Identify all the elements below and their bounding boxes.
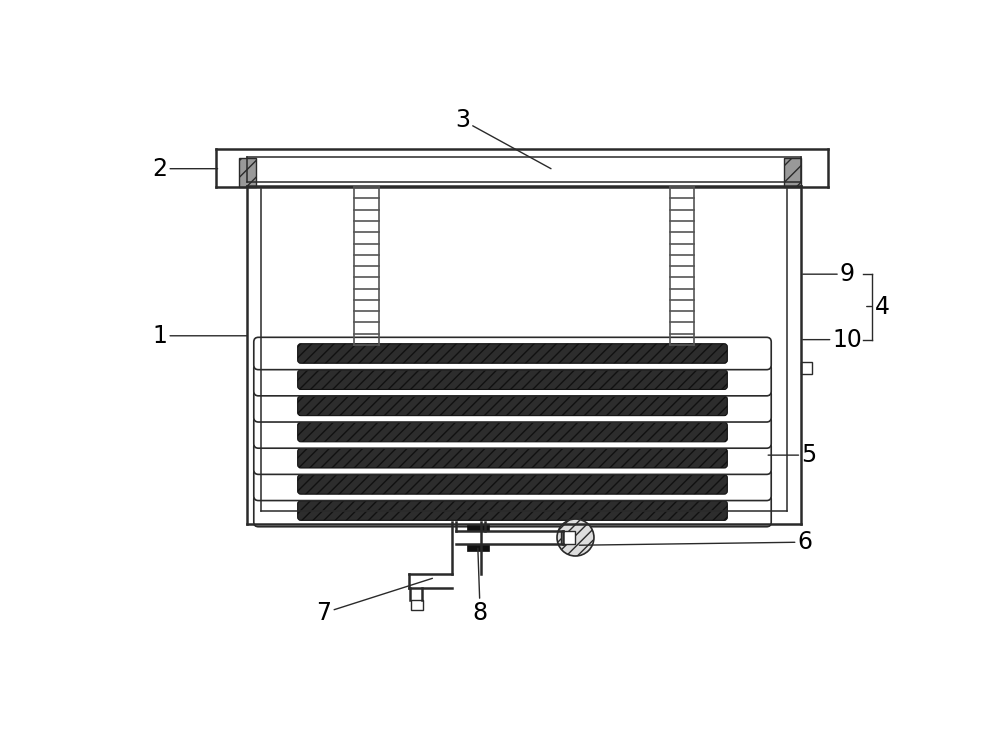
Text: 5: 5 — [768, 443, 817, 467]
Bar — [467, 523, 489, 531]
FancyBboxPatch shape — [298, 396, 727, 416]
FancyBboxPatch shape — [254, 468, 771, 501]
Text: 10: 10 — [803, 328, 862, 351]
FancyBboxPatch shape — [298, 474, 727, 494]
Bar — [561, 531, 575, 545]
Bar — [467, 545, 489, 551]
Text: 3: 3 — [455, 108, 551, 168]
Text: 2: 2 — [152, 157, 218, 181]
Text: 8: 8 — [473, 548, 488, 625]
Text: 9: 9 — [803, 262, 855, 286]
FancyBboxPatch shape — [254, 364, 771, 396]
FancyBboxPatch shape — [298, 449, 727, 468]
Text: 1: 1 — [152, 324, 247, 348]
Text: 6: 6 — [579, 530, 813, 554]
Bar — [784, 158, 801, 187]
FancyBboxPatch shape — [254, 389, 771, 422]
FancyBboxPatch shape — [298, 501, 727, 520]
FancyBboxPatch shape — [254, 494, 771, 527]
Bar — [660, 345, 704, 360]
FancyBboxPatch shape — [254, 337, 771, 370]
FancyBboxPatch shape — [254, 416, 771, 448]
Text: 4: 4 — [867, 294, 889, 318]
Circle shape — [557, 519, 594, 556]
FancyBboxPatch shape — [254, 442, 771, 474]
Bar — [801, 362, 812, 374]
FancyBboxPatch shape — [298, 422, 727, 442]
Bar — [344, 345, 389, 360]
FancyBboxPatch shape — [298, 370, 727, 389]
Bar — [239, 158, 256, 187]
FancyBboxPatch shape — [298, 344, 727, 363]
Bar — [411, 600, 423, 610]
Text: 7: 7 — [316, 578, 432, 625]
